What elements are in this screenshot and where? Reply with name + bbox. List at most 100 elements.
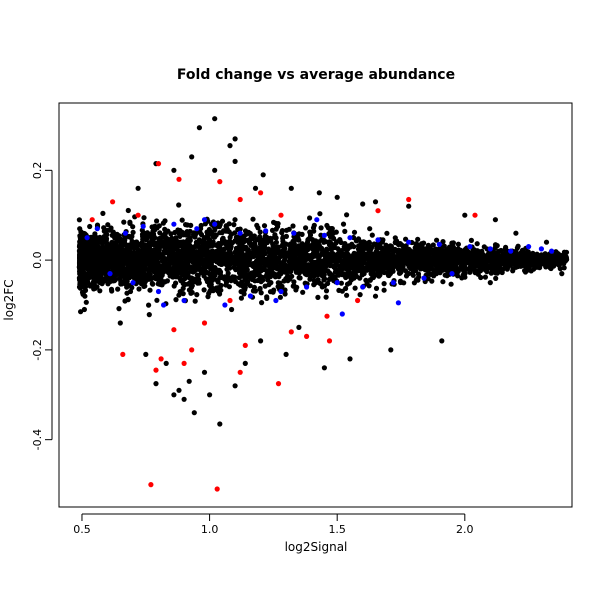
- blue-point: [291, 230, 297, 236]
- black-point: [81, 246, 87, 252]
- black-point: [146, 258, 152, 264]
- black-point: [116, 275, 122, 281]
- black-point: [501, 251, 507, 257]
- black-point: [347, 259, 353, 265]
- black-point: [415, 277, 421, 283]
- black-point: [232, 158, 238, 164]
- black-point: [502, 247, 508, 253]
- black-point: [148, 240, 154, 246]
- black-point: [311, 242, 318, 248]
- black-point: [328, 272, 335, 278]
- black-point: [242, 360, 248, 366]
- black-point: [333, 229, 339, 235]
- black-point: [81, 306, 87, 313]
- black-point: [388, 347, 394, 353]
- black-point: [187, 228, 193, 234]
- black-point: [206, 270, 212, 276]
- black-point: [323, 294, 329, 300]
- black-point: [97, 288, 103, 294]
- black-point: [100, 262, 106, 268]
- black-point: [194, 259, 200, 265]
- black-point: [172, 229, 178, 236]
- black-point: [543, 257, 550, 263]
- black-point: [493, 275, 499, 281]
- black-point: [110, 261, 116, 268]
- red-point: [89, 217, 95, 223]
- black-point: [269, 227, 276, 233]
- blue-point: [194, 226, 200, 232]
- black-point: [324, 253, 330, 259]
- black-point: [184, 222, 190, 228]
- black-point: [185, 253, 191, 259]
- black-point: [93, 236, 99, 242]
- black-point: [300, 289, 306, 295]
- black-point: [424, 246, 430, 252]
- black-point: [122, 260, 128, 266]
- red-point: [275, 381, 282, 387]
- black-point: [97, 234, 103, 240]
- black-point: [343, 274, 349, 281]
- black-point: [77, 263, 83, 269]
- black-point: [416, 260, 422, 266]
- black-point: [353, 238, 359, 244]
- black-point: [365, 262, 372, 268]
- black-point: [367, 226, 373, 232]
- black-point: [258, 290, 264, 296]
- black-point: [217, 421, 223, 427]
- black-point: [450, 244, 456, 250]
- black-point: [311, 247, 317, 253]
- black-point: [413, 241, 419, 247]
- black-point: [186, 287, 192, 293]
- blue-point: [526, 244, 532, 250]
- black-point: [357, 253, 363, 259]
- black-point: [135, 185, 141, 191]
- black-point: [383, 242, 389, 248]
- black-point: [353, 252, 359, 258]
- black-point: [152, 275, 158, 281]
- blue-point: [155, 288, 162, 295]
- blue-point: [360, 284, 366, 290]
- black-point: [454, 260, 460, 266]
- black-point: [539, 252, 545, 258]
- black-point: [176, 202, 182, 208]
- black-point: [268, 258, 274, 264]
- black-point: [77, 233, 83, 239]
- black-point: [85, 259, 91, 265]
- black-point: [189, 283, 195, 289]
- black-point: [228, 260, 234, 266]
- black-point: [321, 283, 328, 289]
- blue-point: [84, 235, 90, 241]
- blue-point: [347, 235, 353, 241]
- black-point: [233, 260, 239, 266]
- black-point: [266, 254, 272, 260]
- red-point: [148, 482, 154, 488]
- black-point: [553, 254, 559, 260]
- black-point: [484, 269, 490, 275]
- black-point: [321, 270, 327, 276]
- black-point: [473, 269, 479, 276]
- black-point: [252, 264, 258, 270]
- black-point: [323, 239, 329, 245]
- black-point: [171, 167, 177, 173]
- red-point: [278, 212, 284, 218]
- black-point: [340, 221, 347, 227]
- black-point: [282, 291, 288, 297]
- black-point: [342, 241, 348, 247]
- black-point: [392, 246, 398, 252]
- black-point: [177, 227, 183, 234]
- black-point: [251, 250, 258, 256]
- black-point: [77, 285, 83, 291]
- black-point: [373, 285, 380, 291]
- black-point: [270, 289, 276, 295]
- black-point: [356, 243, 362, 249]
- black-point: [124, 290, 130, 296]
- black-point: [398, 260, 404, 266]
- black-point: [198, 226, 204, 232]
- black-point: [285, 263, 291, 270]
- black-point: [494, 258, 500, 264]
- black-point: [239, 279, 245, 285]
- black-point: [351, 229, 358, 235]
- black-point: [330, 258, 336, 264]
- black-point: [169, 235, 175, 241]
